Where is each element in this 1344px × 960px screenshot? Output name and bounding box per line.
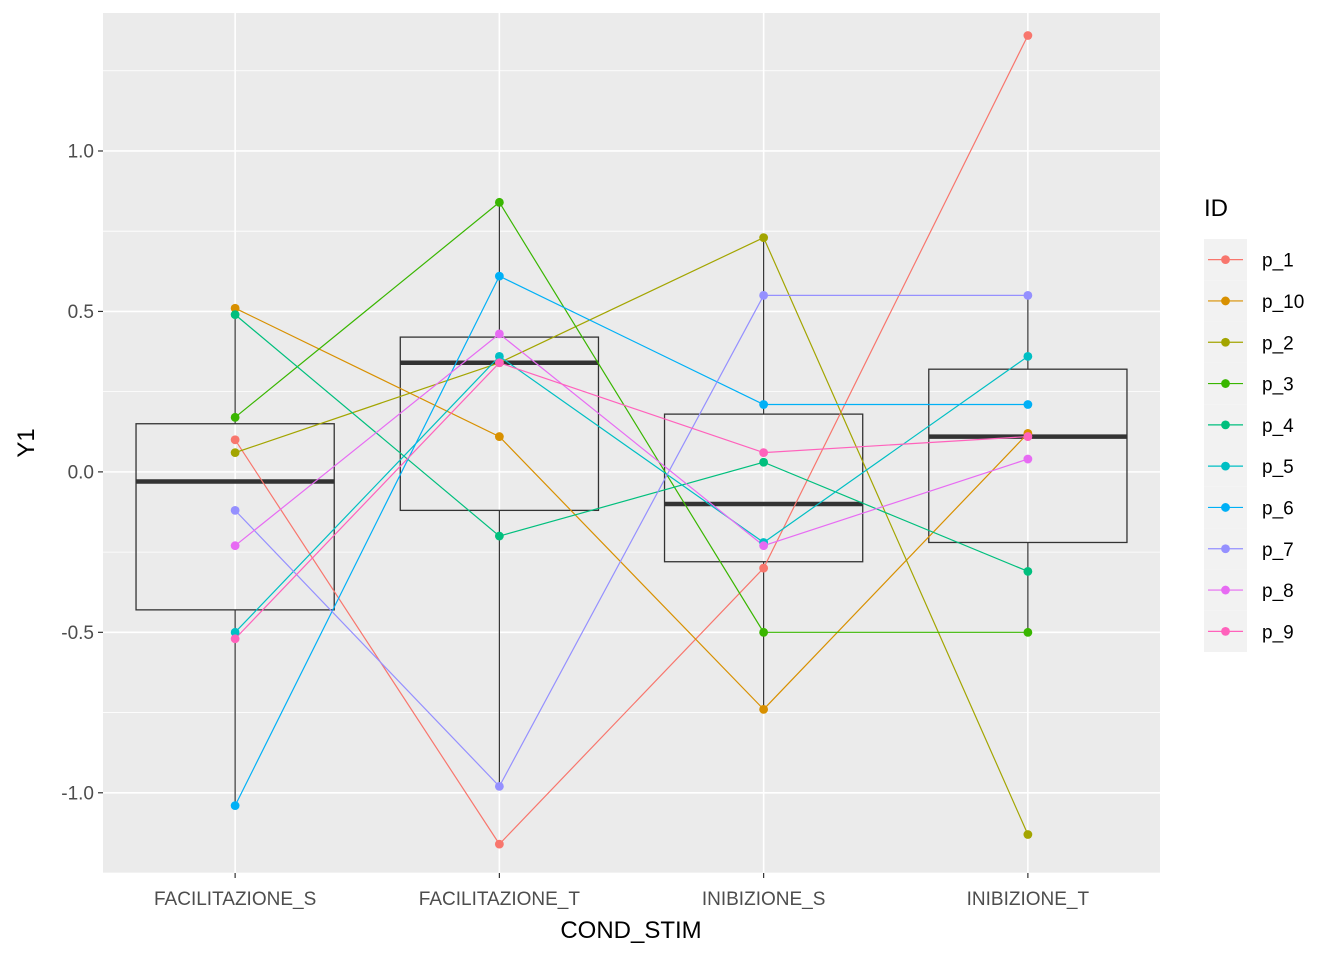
series-line-p_4	[234, 314, 1029, 572]
series-points	[230, 31, 1033, 849]
data-point-p_4	[759, 457, 769, 467]
data-point-p_8	[230, 541, 240, 551]
data-point-p_7	[1023, 290, 1033, 300]
legend-label: p_8	[1262, 581, 1294, 602]
series-line-p_10	[234, 307, 1029, 711]
legend-title: ID	[1204, 195, 1228, 222]
data-point-p_5	[230, 627, 240, 637]
data-point-p_7	[759, 290, 769, 300]
data-point-p_10	[494, 432, 504, 441]
series-lines	[234, 35, 1029, 846]
data-point-p_4	[230, 310, 240, 320]
y-tick-label: -0.5	[61, 623, 94, 644]
plot-panel	[103, 13, 1160, 873]
series-line-p_1	[234, 35, 1029, 846]
legend-key-point	[1221, 503, 1230, 512]
box-body	[135, 423, 335, 611]
data-point-p_2	[759, 233, 769, 243]
data-point-p_1	[494, 839, 504, 849]
data-point-p_4	[1023, 566, 1033, 576]
series-line-p_6	[234, 275, 1028, 806]
data-point-p_8	[494, 329, 504, 339]
series-line-p_9	[234, 362, 1028, 640]
legend-label: p_4	[1262, 416, 1294, 437]
legend-label: p_5	[1262, 457, 1294, 478]
legend-key-point	[1221, 461, 1230, 471]
data-point-p_10	[230, 303, 240, 313]
y-axis: -1.0 -0.5 0.0 0.5 1.0	[61, 141, 103, 804]
series-line-p_2	[234, 236, 1029, 835]
series-line-p_5	[234, 355, 1029, 633]
data-point-p_2	[1023, 830, 1033, 839]
legend-label: p_3	[1262, 375, 1294, 396]
legend-key-point	[1221, 585, 1230, 595]
data-point-p_1	[759, 563, 769, 573]
legend-label: p_1	[1262, 251, 1294, 272]
data-point-p_8	[759, 541, 769, 551]
legend-label: p_10	[1262, 292, 1304, 313]
box-body	[928, 368, 1128, 544]
data-point-p_3	[230, 412, 240, 422]
data-point-p_7	[230, 505, 240, 515]
series-line-p_3	[234, 201, 1028, 633]
data-point-p_1	[1023, 31, 1033, 40]
data-point-p_5	[1023, 351, 1033, 361]
x-axis: FACILITAZIONE_S FACILITAZIONE_T INIBIZIONE…	[154, 873, 1089, 910]
legend-key-point	[1221, 420, 1230, 430]
data-point-p_8	[1023, 454, 1033, 464]
data-point-p_3	[494, 197, 504, 207]
data-point-p_1	[230, 435, 240, 445]
y-tick-label: 1.0	[68, 141, 94, 162]
y-tick-label: -1.0	[61, 783, 94, 804]
data-point-p_9	[1023, 432, 1033, 441]
data-point-p_3	[759, 627, 769, 637]
data-point-p_6	[230, 801, 240, 811]
box-body	[663, 413, 864, 563]
data-point-p_9	[494, 358, 504, 368]
legend-label: p_6	[1262, 498, 1294, 519]
grid-minor	[103, 70, 1160, 874]
x-tick-label: INIBIZIONE_T	[967, 889, 1090, 910]
x-tick-label: INIBIZIONE_S	[702, 889, 826, 910]
series-line-p_8	[234, 333, 1029, 547]
data-point-p_6	[759, 400, 769, 409]
data-point-p_2	[230, 448, 240, 458]
x-tick-label: FACILITAZIONE_S	[154, 889, 316, 910]
legend-key-point	[1221, 379, 1230, 388]
legend-key-point	[1221, 296, 1230, 306]
legend-key-point	[1221, 337, 1230, 347]
x-axis-title: COND_STIM	[560, 917, 701, 944]
legend-key-point	[1221, 626, 1230, 636]
data-point-p_4	[494, 531, 504, 541]
legend: ID p_1 p_10 p_2 p_3 p_4 p_5 p_6 p_7 p_8 p_9	[1204, 195, 1304, 652]
data-point-p_9	[759, 448, 769, 458]
data-point-p_6	[1023, 400, 1033, 409]
y-tick-label: 0.0	[68, 462, 94, 483]
legend-key-point	[1221, 544, 1230, 554]
legend-label: p_9	[1262, 622, 1294, 643]
data-point-p_9	[230, 634, 240, 644]
data-point-p_7	[494, 781, 504, 791]
y-axis-title: Y1	[13, 428, 40, 457]
y-tick-label: 0.5	[68, 302, 94, 323]
data-point-p_6	[494, 271, 504, 281]
data-point-p_5	[494, 351, 504, 361]
legend-key-point	[1221, 255, 1230, 265]
legend-label: p_7	[1262, 540, 1294, 561]
data-point-p_10	[759, 704, 769, 714]
data-point-p_3	[1023, 627, 1033, 637]
series-line-p_7	[234, 294, 1028, 788]
legend-label: p_2	[1262, 333, 1294, 354]
x-tick-label: FACILITAZIONE_T	[419, 889, 581, 910]
